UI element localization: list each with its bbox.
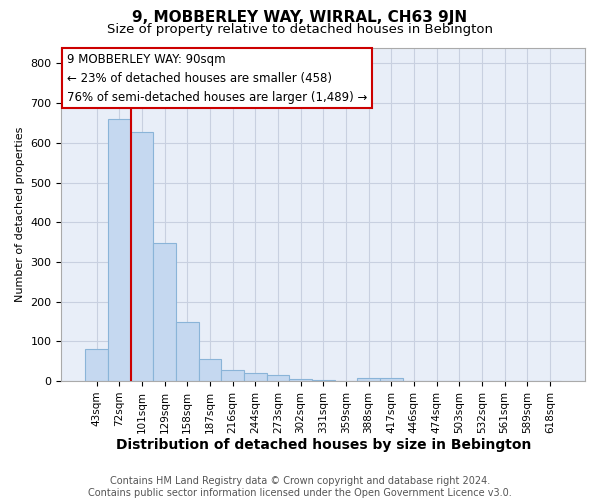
Bar — [312, 380, 335, 381]
Bar — [176, 322, 199, 381]
Text: 9, MOBBERLEY WAY, WIRRAL, CH63 9JN: 9, MOBBERLEY WAY, WIRRAL, CH63 9JN — [133, 10, 467, 25]
Bar — [221, 370, 244, 381]
Bar — [266, 375, 289, 381]
Bar — [153, 243, 176, 381]
Bar — [380, 378, 403, 381]
Bar — [131, 132, 153, 381]
Text: Contains HM Land Registry data © Crown copyright and database right 2024.
Contai: Contains HM Land Registry data © Crown c… — [88, 476, 512, 498]
Y-axis label: Number of detached properties: Number of detached properties — [15, 126, 25, 302]
Text: 9 MOBBERLEY WAY: 90sqm
← 23% of detached houses are smaller (458)
76% of semi-de: 9 MOBBERLEY WAY: 90sqm ← 23% of detached… — [67, 52, 367, 104]
Bar — [244, 373, 266, 381]
Bar — [199, 360, 221, 381]
Text: Size of property relative to detached houses in Bebington: Size of property relative to detached ho… — [107, 22, 493, 36]
Bar — [289, 379, 312, 381]
Bar — [357, 378, 380, 381]
X-axis label: Distribution of detached houses by size in Bebington: Distribution of detached houses by size … — [116, 438, 531, 452]
Bar — [85, 348, 108, 381]
Bar — [108, 119, 131, 381]
